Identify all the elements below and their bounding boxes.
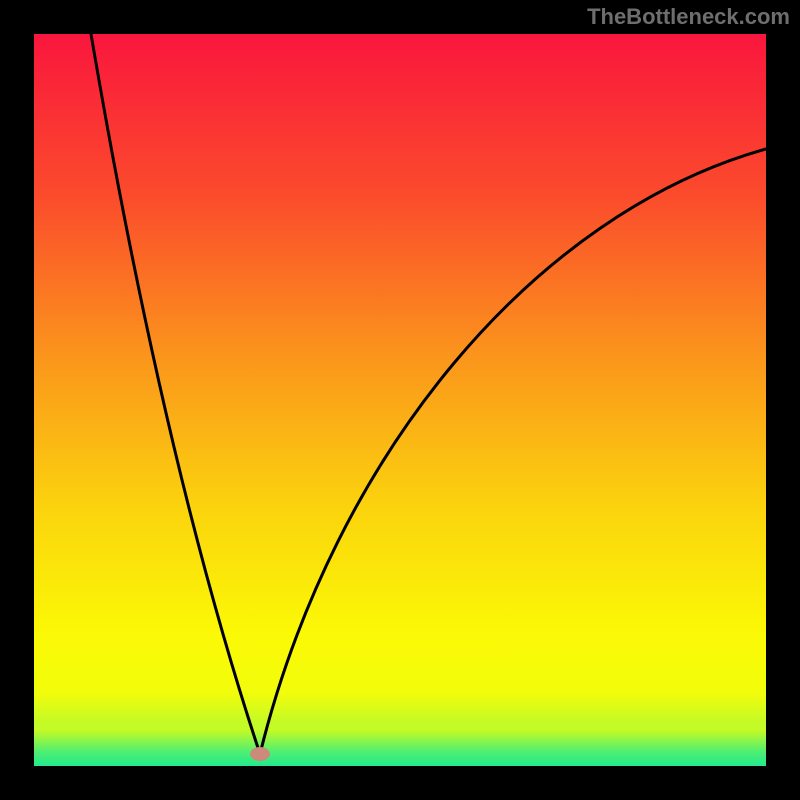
chart-container: TheBottleneck.com	[0, 0, 800, 800]
plot-area	[34, 34, 766, 766]
attribution-text: TheBottleneck.com	[587, 4, 790, 30]
minimum-marker	[250, 747, 270, 761]
bottleneck-curve	[34, 34, 766, 766]
